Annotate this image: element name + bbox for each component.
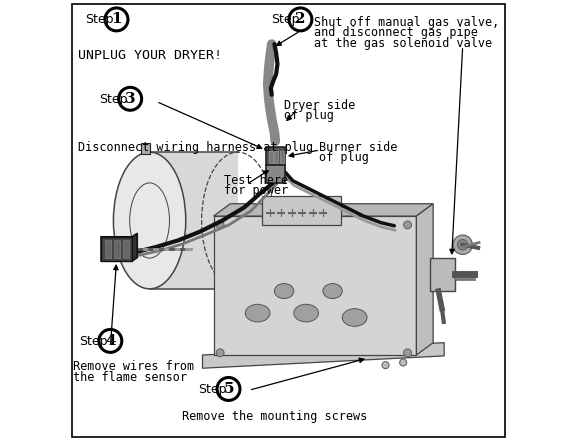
Circle shape [453,235,473,254]
Polygon shape [101,233,137,261]
Circle shape [400,359,407,366]
Polygon shape [213,204,433,216]
Text: 1: 1 [111,12,122,26]
Text: 3: 3 [125,92,136,106]
Text: Remove wires from: Remove wires from [73,360,194,374]
Text: Remove the mounting screws: Remove the mounting screws [182,410,367,423]
Bar [280,151,284,163]
FancyBboxPatch shape [141,143,151,154]
Ellipse shape [294,304,319,322]
Text: for power: for power [224,184,288,198]
Text: at the gas solenoid valve: at the gas solenoid valve [314,37,492,50]
Text: UNPLUG YOUR DRYER!: UNPLUG YOUR DRYER! [78,49,222,62]
Bar [123,240,129,258]
Polygon shape [149,152,238,289]
Text: Test here: Test here [224,174,288,187]
Polygon shape [417,204,433,355]
Bar [275,151,278,163]
Text: Step: Step [198,383,227,396]
Polygon shape [203,343,444,368]
Circle shape [458,239,468,250]
Polygon shape [101,237,132,261]
Polygon shape [213,216,417,355]
Bar [114,240,120,258]
Ellipse shape [323,284,342,299]
Circle shape [403,349,411,357]
FancyBboxPatch shape [430,258,455,291]
Circle shape [382,362,389,369]
Text: of plug: of plug [320,151,369,164]
Text: Disconnect wiring harness at plug: Disconnect wiring harness at plug [78,141,313,154]
Bar [269,151,272,163]
Text: 5: 5 [223,382,234,396]
Text: of plug: of plug [284,109,334,123]
Ellipse shape [342,309,367,326]
Text: Step: Step [271,13,299,26]
Circle shape [216,349,224,357]
Text: Dryer side: Dryer side [284,99,355,112]
Circle shape [216,221,224,229]
Text: Step: Step [79,335,107,348]
Text: 4: 4 [105,334,115,348]
FancyBboxPatch shape [265,165,285,183]
Text: Step: Step [85,13,113,26]
Bar [106,240,111,258]
Ellipse shape [245,304,270,322]
Text: Step: Step [99,93,128,106]
FancyBboxPatch shape [265,147,285,165]
Text: 2: 2 [295,12,306,26]
Text: and disconnect gas pipe: and disconnect gas pipe [314,26,478,39]
Text: Burner side: Burner side [320,141,398,154]
FancyBboxPatch shape [262,196,342,225]
Ellipse shape [275,284,294,299]
Text: the flame sensor: the flame sensor [73,370,188,384]
Ellipse shape [114,152,186,289]
Text: Shut off manual gas valve,: Shut off manual gas valve, [314,15,499,29]
Circle shape [403,221,411,229]
